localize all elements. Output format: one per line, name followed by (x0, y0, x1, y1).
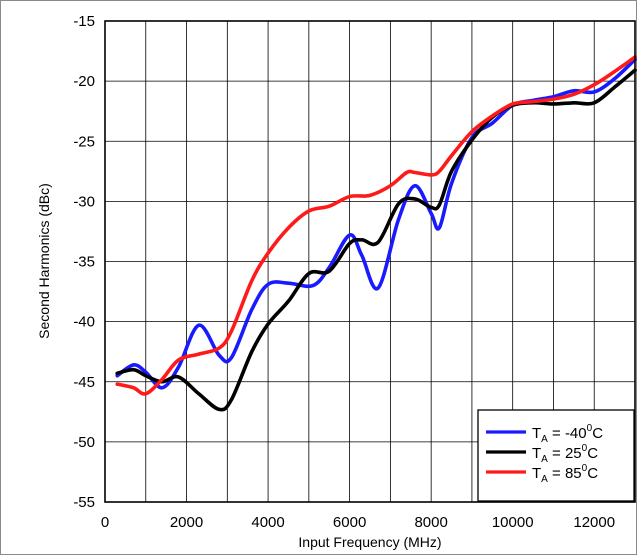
x-tick-label: 8000 (414, 514, 447, 531)
legend-entry: TA = -400C (486, 423, 603, 445)
legend-label: TA = 850C (532, 463, 598, 485)
legend-box (477, 409, 635, 502)
x-tick-label: 10000 (492, 514, 534, 531)
x-axis-label: Input Frequency (MHz) (298, 534, 441, 550)
series-layer (115, 55, 637, 412)
tick-labels: 0 2000 4000 6000 8000 10000 12000 -15 -20 -25 -30 -… (73, 13, 615, 531)
x-tick-label: 12000 (573, 514, 615, 531)
x-tick-label: 0 (101, 514, 109, 531)
x-tick-label: 2000 (170, 514, 203, 531)
x-tick-label: 6000 (333, 514, 366, 531)
y-tick-label: -40 (73, 314, 95, 331)
y-tick-label: -55 (73, 494, 95, 511)
plot-border (104, 20, 636, 503)
y-tick-label: -35 (73, 254, 95, 271)
y-tick-label: -20 (73, 73, 95, 90)
y-tick-label: -15 (73, 13, 95, 30)
legend-label: TA = 250C (532, 443, 598, 465)
y-axis-label: Second Harmonics (dBc) (36, 183, 52, 339)
y-tick-label: -25 (73, 133, 95, 150)
x-tick-label: 4000 (251, 514, 284, 531)
legend-label: TA = -400C (532, 423, 603, 445)
legend-entry: TA = 250C (486, 443, 598, 465)
y-tick-label: -30 (73, 193, 95, 210)
legend-entry: TA = 850C (486, 463, 598, 485)
legend: TA = -400C TA = 250C TA = 850C (477, 409, 635, 502)
y-tick-label: -45 (73, 374, 95, 391)
y-tick-label: -50 (73, 434, 95, 451)
series-line-2 (115, 55, 637, 396)
